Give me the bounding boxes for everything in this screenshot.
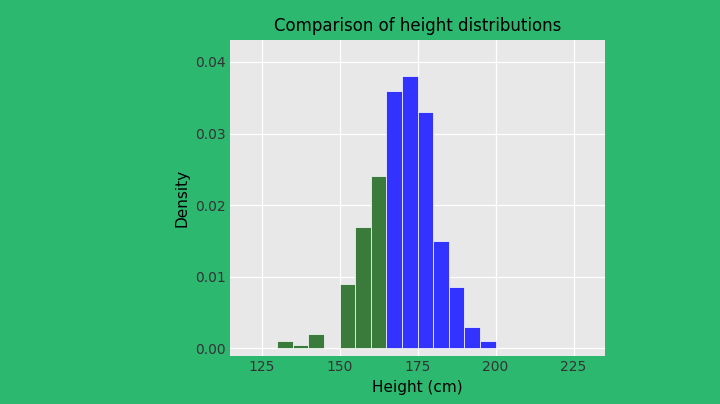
Bar (340, 284, 355, 348)
Bar (480, 341, 495, 348)
Bar (433, 241, 449, 348)
Bar (371, 177, 387, 348)
Y-axis label: Density: Density (174, 169, 189, 227)
Bar (387, 112, 402, 348)
X-axis label: Height (cm): Height (cm) (372, 380, 463, 395)
Bar (418, 112, 433, 348)
Bar (355, 227, 371, 348)
Bar (402, 198, 418, 348)
Bar (293, 345, 308, 348)
Bar (277, 341, 293, 348)
Bar (387, 90, 402, 348)
Bar (308, 334, 324, 348)
Bar (402, 76, 418, 348)
Bar (464, 327, 480, 348)
Bar (449, 288, 464, 348)
Title: Comparison of height distributions: Comparison of height distributions (274, 17, 562, 35)
